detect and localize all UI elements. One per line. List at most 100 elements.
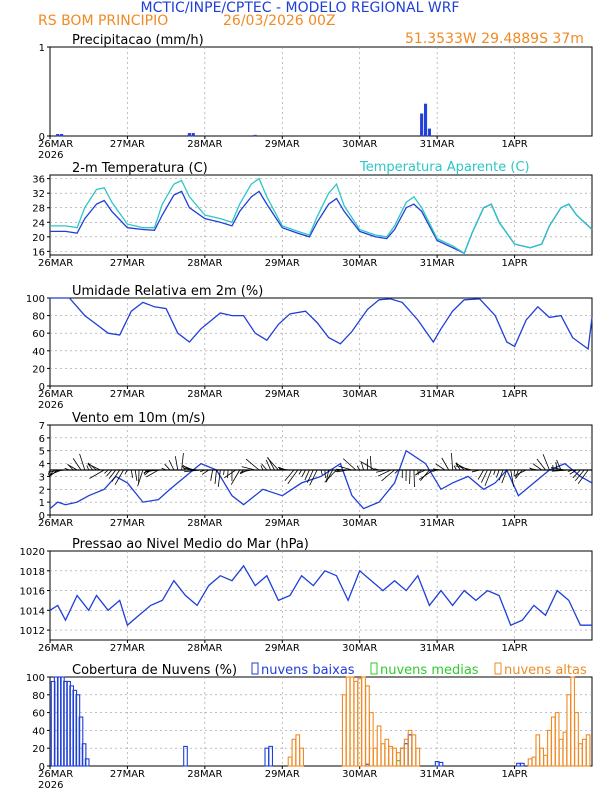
bar: [291, 738, 297, 767]
wind-arrow: [114, 469, 124, 485]
wind-arrow: [498, 469, 504, 481]
x-tick-label: 28MAR: [187, 139, 222, 150]
legend-label: nuvens medias: [380, 663, 479, 678]
wind-arrow: [418, 469, 434, 480]
wind-arrow: [338, 465, 353, 471]
wind-arrow: [309, 469, 318, 486]
x-tick-label: 1APR: [501, 769, 527, 780]
wind-arrow: [556, 459, 562, 471]
x-tick-label: 30MAR: [342, 258, 377, 269]
bar: [420, 113, 424, 137]
bar: [547, 729, 552, 767]
y-tick-label: 0: [39, 382, 45, 393]
x-tick-label: 26MAR: [38, 139, 73, 150]
bar: [427, 128, 431, 137]
wind-arrow: [261, 463, 268, 471]
wind-arrow: [453, 465, 457, 471]
x-tick-label: 27MAR: [110, 258, 145, 269]
x-tick-label: 26MAR: [38, 518, 73, 529]
wind-arrow: [513, 469, 515, 476]
y-tick-label: 100: [26, 294, 45, 305]
y-tick-label: 1012: [20, 626, 45, 637]
legend-swatch: [251, 662, 259, 675]
wind-arrow: [108, 469, 117, 479]
bar: [578, 743, 583, 767]
bar: [519, 762, 525, 767]
wind-arrow: [501, 469, 508, 484]
bar: [531, 756, 537, 767]
x-tick-label: 26MAR: [38, 643, 73, 654]
bar: [191, 133, 195, 137]
wind-arrow: [287, 469, 299, 484]
y-tick-label: 16: [32, 247, 45, 258]
y-tick-label: 0: [39, 132, 45, 143]
wind-arrow: [484, 469, 492, 486]
wind-arrow: [210, 469, 213, 481]
x-tick-label: 29MAR: [265, 258, 300, 269]
bar: [392, 747, 397, 767]
x-tick-label: 29MAR: [265, 643, 300, 654]
bar: [60, 133, 64, 137]
bar: [399, 747, 405, 767]
legend-label: nuvens baixas: [261, 663, 355, 678]
y-tick-label: 2: [39, 485, 45, 496]
wind-arrow: [510, 469, 515, 487]
header-title: MCTIC/INPE/CPTEC - MODELO REGIONAL WRF: [141, 0, 460, 16]
wind-arrow: [324, 469, 337, 483]
wind-arrow: [266, 457, 279, 471]
wind-arrow: [515, 469, 523, 479]
wind-arrow: [574, 469, 585, 481]
wind-arrow: [326, 469, 330, 481]
x-tick-label: 30MAR: [342, 389, 377, 400]
wind-arrow: [377, 469, 391, 477]
wind-arrow: [513, 469, 527, 477]
x-tick-label: 31MAR: [420, 139, 455, 150]
bar: [566, 694, 572, 767]
wind-arrow: [223, 469, 225, 476]
wind-arrow: [480, 469, 488, 483]
wind-arrow: [217, 469, 221, 487]
bar: [78, 716, 84, 767]
y-tick-label: 36: [32, 175, 45, 186]
x-tick-label: 28MAR: [187, 258, 222, 269]
wind-arrow: [86, 465, 90, 471]
bar: [372, 747, 378, 767]
bar: [550, 716, 556, 767]
y-tick-label: 60: [32, 709, 45, 720]
y-tick-label: 1016: [20, 587, 45, 598]
bar: [585, 734, 591, 767]
x-tick-label: 28MAR: [187, 389, 222, 400]
wind-arrow: [89, 469, 105, 479]
panel-4: 0 1 2 34 5 6 7 26MAR 27MAR 28MAR 29MAR 30MAR 31MAR 1A…: [38, 411, 593, 529]
x-tick-label: 27MAR: [110, 389, 145, 400]
x-tick-label: 26MAR: [38, 258, 73, 269]
y-tick-label: 100: [26, 673, 45, 684]
series-line: [49, 564, 592, 627]
panel-title: Pressao ao Nivel Medio do Mar (hPa): [72, 537, 309, 552]
panel-frame: [49, 174, 593, 256]
wind-arrow: [106, 469, 113, 477]
bar: [543, 754, 548, 767]
y-tick-label: 40: [32, 347, 45, 358]
panel-2: 16 20 24 28 32 36 26MAR 27MAR 28MAR 29MAR 30MAR 31M…: [32, 160, 593, 269]
bar: [527, 758, 533, 767]
wind-arrow: [214, 469, 217, 484]
bar: [438, 761, 444, 767]
wind-arrow: [174, 456, 179, 471]
bar: [554, 712, 560, 767]
x-tick-label: 27MAR: [110, 139, 145, 150]
wind-arrow: [360, 462, 364, 471]
panel-title: Cobertura de Nuvens (%): [72, 663, 237, 678]
panel-frame: [49, 550, 593, 641]
y-tick-label: 1020: [20, 547, 45, 558]
x-tick-label: 1APR: [501, 643, 527, 654]
x-tick-label: 31MAR: [420, 389, 455, 400]
panel-title: 2-m Temperatura (C): [72, 161, 208, 176]
wind-arrow: [168, 459, 175, 471]
wind-arrow: [325, 469, 333, 483]
bar: [539, 747, 545, 767]
wind-arrow: [47, 469, 51, 475]
x-tick-label: 27MAR: [110, 643, 145, 654]
x-tick-label: 31MAR: [420, 258, 455, 269]
